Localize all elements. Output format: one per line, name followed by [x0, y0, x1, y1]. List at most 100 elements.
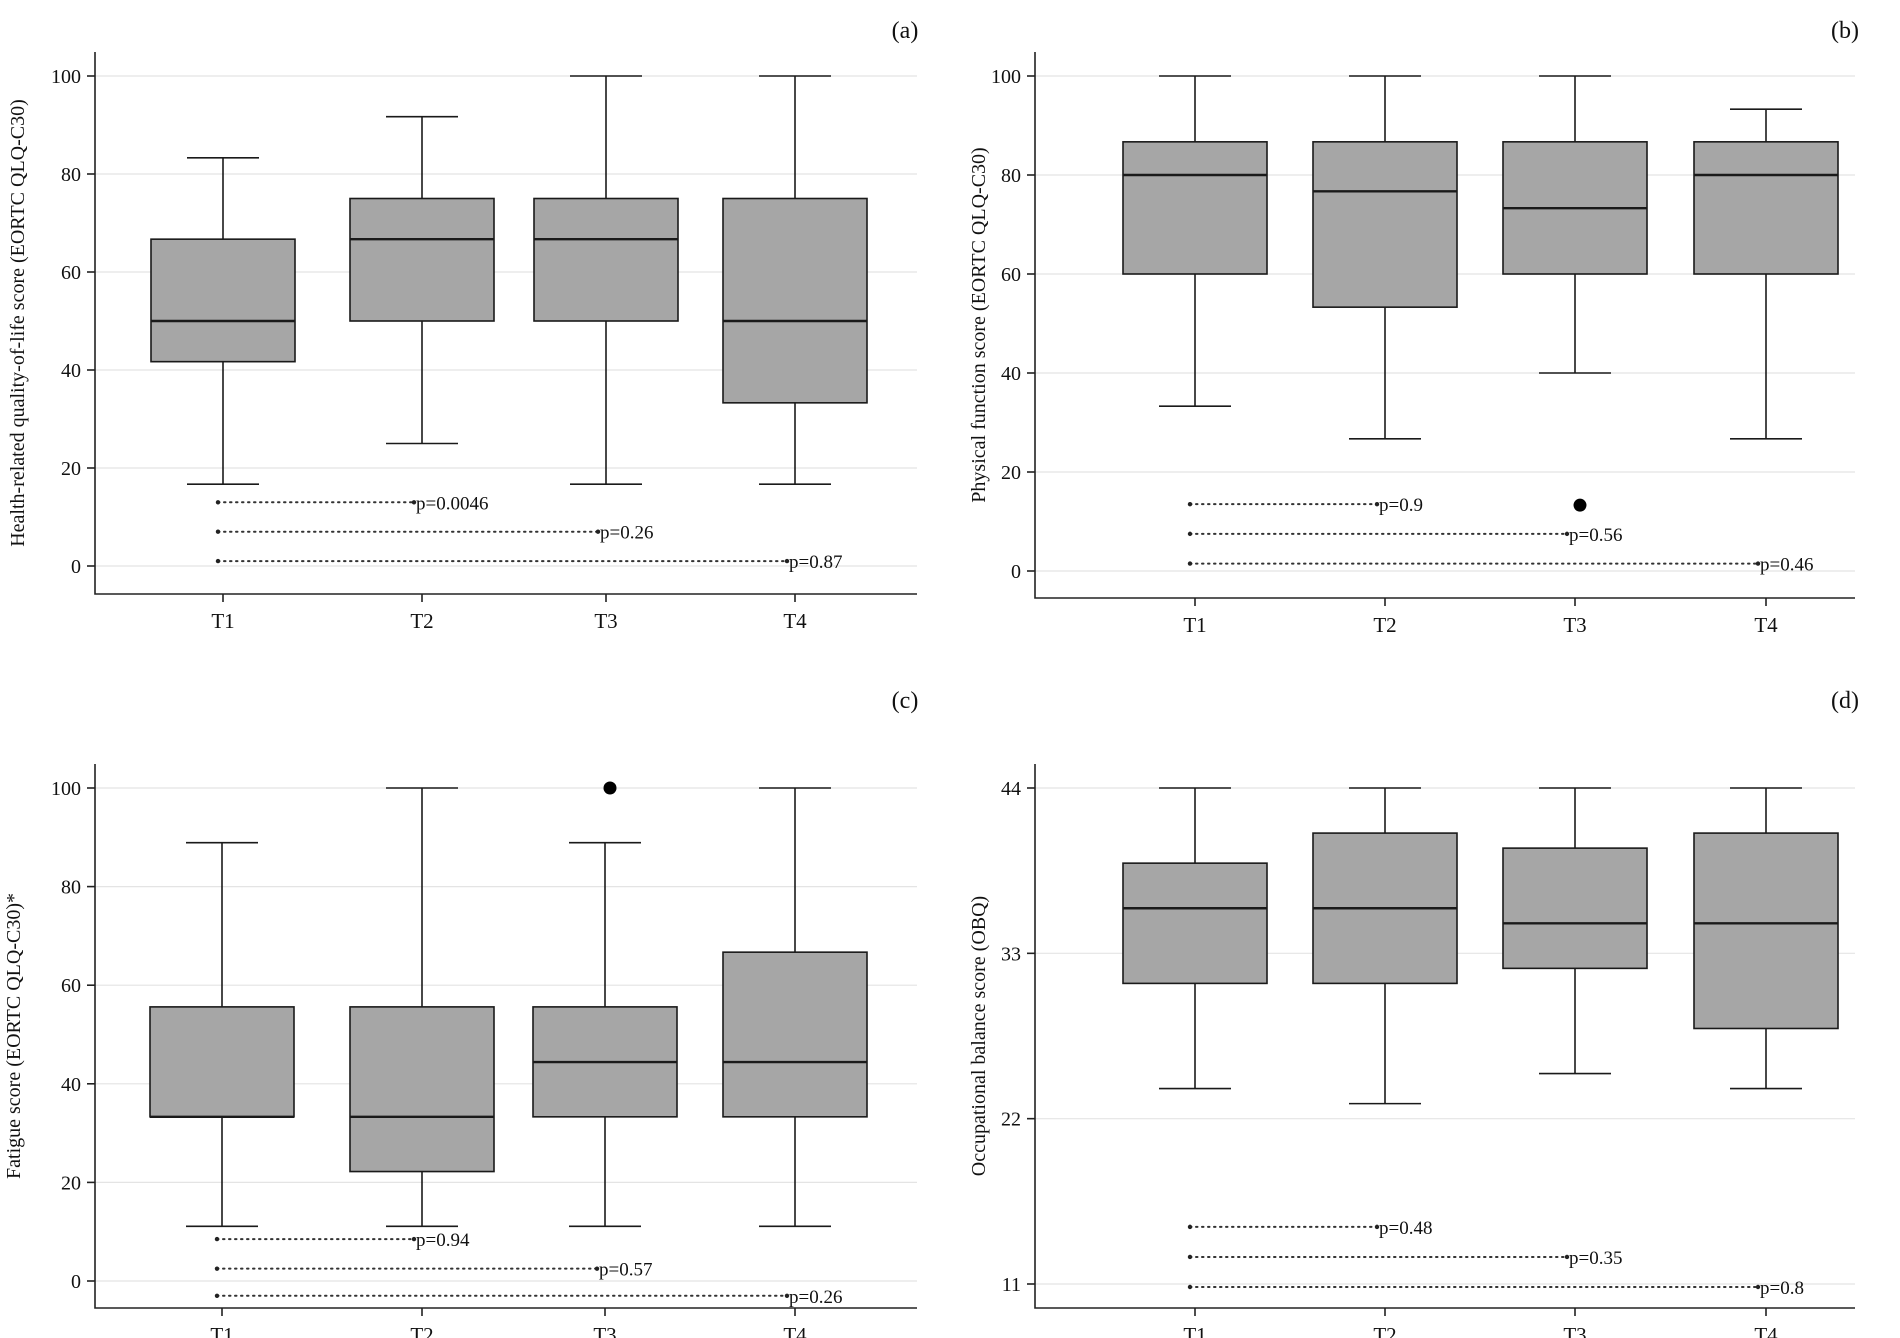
- iqr-box: [1693, 141, 1839, 275]
- comparison-t1-t4: p=0.46: [1187, 555, 1813, 576]
- box-t3: [533, 75, 679, 485]
- y-axis-title: Fatigue score (EORTC QLQ-C30)*: [3, 893, 25, 1179]
- y-tick-label: 80: [1001, 165, 1021, 187]
- box-t1: [150, 157, 296, 485]
- x-category-label: T4: [783, 1323, 807, 1338]
- comparison-t1-t3: p=0.56: [1187, 525, 1622, 546]
- y-tick-label: 100: [51, 66, 81, 88]
- y-tick-label: 100: [991, 66, 1021, 88]
- y-tick-label: 80: [61, 164, 81, 186]
- box-t1: [1122, 75, 1268, 407]
- y-tick-label: 60: [61, 262, 81, 284]
- y-tick-label: 40: [61, 1074, 81, 1096]
- x-category-label: T1: [210, 1323, 233, 1338]
- comparison-start-dot: [215, 529, 221, 534]
- y-tick-label: 60: [61, 975, 81, 997]
- x-category-label: T1: [211, 609, 234, 633]
- y-tick-label: 33: [1001, 943, 1021, 965]
- axis-lines: [1034, 764, 1855, 1309]
- x-category-label: T3: [1563, 613, 1586, 637]
- y-tick-label: 20: [61, 1172, 81, 1194]
- y-tick-label: 22: [1001, 1109, 1021, 1131]
- comparison-end-dot: [595, 529, 601, 534]
- box-t1: [149, 841, 295, 1228]
- box-t3: [532, 781, 678, 1228]
- iqr-box: [150, 238, 296, 363]
- y-tick-label: 44: [1001, 778, 1021, 800]
- p-value-label: p=0.48: [1379, 1218, 1432, 1239]
- iqr-box: [349, 197, 495, 322]
- comparison-end-dot: [1564, 1254, 1570, 1260]
- x-category-label: T4: [1754, 613, 1778, 637]
- comparison-end-dot: [1564, 531, 1570, 537]
- comparison-start-dot: [214, 1293, 220, 1298]
- comparison-end-dot: [784, 1293, 790, 1298]
- comparison-end-dot: [594, 1266, 600, 1271]
- comparison-start-dot: [1187, 531, 1193, 537]
- comparison-t1-t4: p=0.8: [1187, 1278, 1804, 1299]
- comparison-start-dot: [1187, 1284, 1193, 1290]
- y-tick-label: 0: [1011, 561, 1021, 583]
- x-category-label: T2: [410, 1323, 433, 1338]
- box-t4: [1693, 787, 1839, 1090]
- iqr-box: [149, 1006, 295, 1118]
- comparison-t1-t4: p=0.87: [215, 552, 842, 573]
- axis-lines: [1034, 52, 1855, 599]
- iqr-box: [533, 197, 679, 322]
- y-tick-label: 20: [61, 458, 81, 480]
- x-category-label: T3: [593, 1323, 616, 1338]
- comparison-t1-t4: p=0.26: [214, 1287, 842, 1308]
- axis-lines: [94, 52, 917, 595]
- x-category-label: T3: [1563, 1323, 1586, 1338]
- x-category-label: T4: [783, 609, 807, 633]
- box-t4: [722, 75, 868, 485]
- y-tick-label: 0: [71, 556, 81, 578]
- axis-lines: [94, 764, 917, 1309]
- p-value-label: p=0.26: [600, 523, 653, 544]
- comparison-start-dot: [215, 558, 221, 564]
- panel-a: 0 20 40 60 80 100 T1 T2 T3 T4 Health-related quali…: [7, 18, 918, 633]
- y-axis-title: Physical function score (EORTC QLQ-C30): [968, 147, 990, 502]
- comparison-t1-t2: p=0.94: [214, 1230, 470, 1251]
- p-value-label: p=0.26: [789, 1287, 842, 1308]
- comparison-start-dot: [1187, 1224, 1193, 1230]
- y-tick-label: 60: [1001, 264, 1021, 286]
- y-axis-title: Occupational balance score (OBQ): [968, 896, 990, 1176]
- comparison-end-dot: [1374, 501, 1380, 507]
- comparison-t1-t3: p=0.26: [215, 523, 653, 544]
- box-t2: [1312, 75, 1458, 440]
- box-t4: [1693, 108, 1839, 440]
- x-category-label: T2: [410, 609, 433, 633]
- comparison-start-dot: [1187, 561, 1193, 566]
- comparison-start-dot: [1187, 1254, 1193, 1260]
- comparison-end-dot: [411, 500, 417, 505]
- box-t2: [349, 787, 495, 1228]
- comparison-end-dot: [1755, 1284, 1761, 1290]
- p-value-label: p=0.35: [1569, 1248, 1622, 1269]
- y-tick-label: 20: [1001, 462, 1021, 484]
- panel-c: 0 20 40 60 80 100 T1 T2 T3 T4 Fatigue score (EORTC…: [3, 688, 918, 1338]
- y-tick-label: 11: [1002, 1274, 1021, 1296]
- panel-label: (c): [892, 688, 919, 714]
- comparison-start-dot: [214, 1266, 220, 1271]
- comparison-end-dot: [784, 558, 790, 564]
- x-category-label: T3: [594, 609, 617, 633]
- comparison-t1-t2: p=0.48: [1187, 1218, 1432, 1239]
- comparison-start-dot: [215, 500, 221, 505]
- panel-d: 11 22 33 44 T1 T2 T3 T4 Occupational balance sco…: [968, 688, 1859, 1338]
- comparison-start-dot: [1187, 501, 1193, 507]
- iqr-box: [722, 951, 868, 1118]
- comparison-end-dot: [1755, 561, 1761, 566]
- outlier-point: [603, 781, 617, 795]
- comparison-end-dot: [411, 1236, 417, 1242]
- iqr-box: [1693, 832, 1839, 1030]
- y-tick-label: 100: [51, 778, 81, 800]
- y-tick-label: 40: [61, 360, 81, 382]
- p-value-label: p=0.57: [599, 1260, 652, 1281]
- p-value-label: p=0.8: [1760, 1278, 1804, 1299]
- p-value-label: p=0.87: [789, 552, 842, 573]
- comparison-end-dot: [1374, 1224, 1380, 1230]
- comparison-t1-t2: p=0.9: [1187, 495, 1423, 516]
- box-t2: [1312, 787, 1458, 1105]
